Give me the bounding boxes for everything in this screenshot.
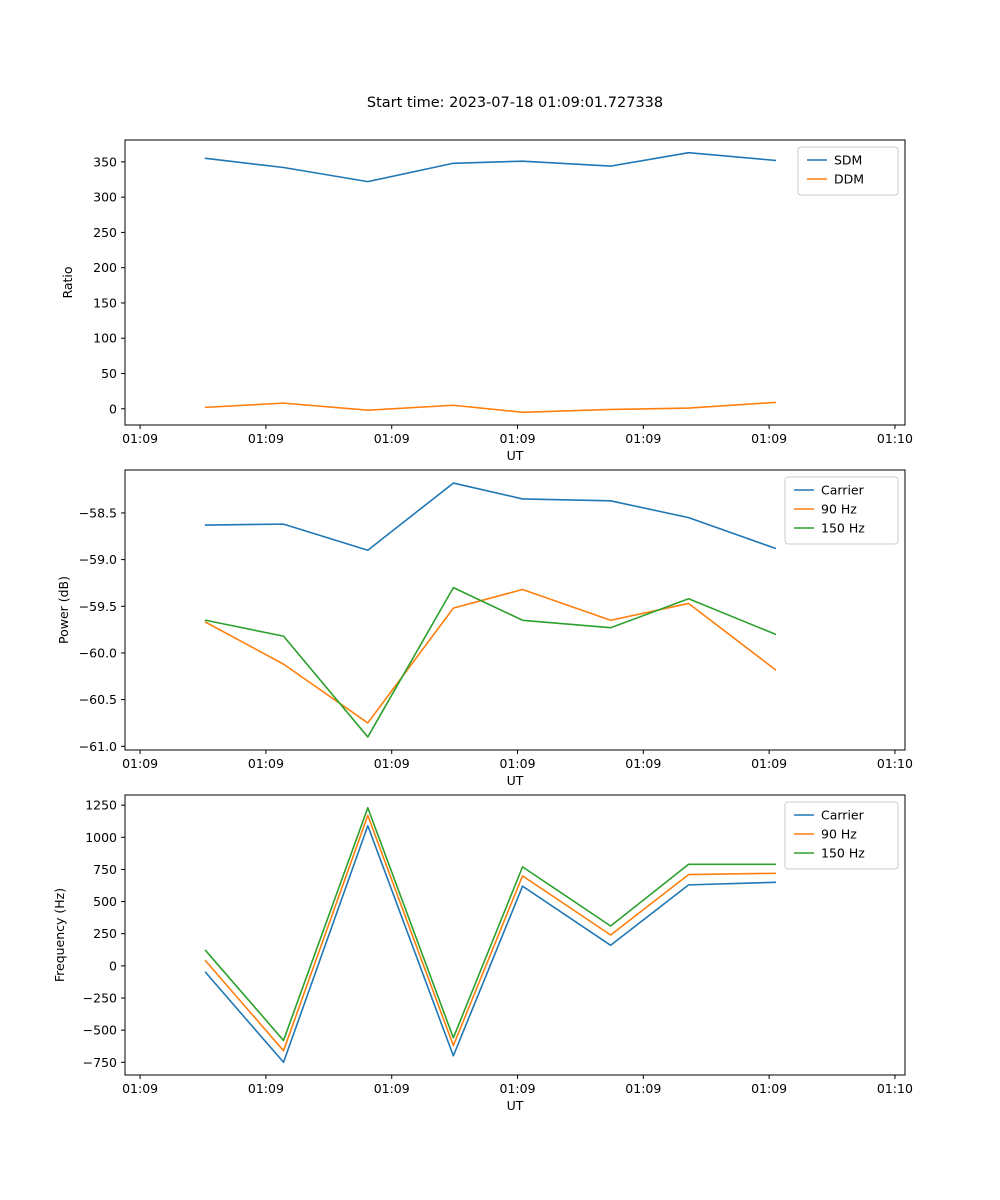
x-tick-label: 01:09	[122, 756, 158, 771]
legend-label: 90 Hz	[821, 827, 857, 842]
x-tick-label: 01:09	[751, 1081, 787, 1096]
power-chart: 01:09 01:09 01:09 01:09 01:09 01:09 01:10 −61.0…	[56, 469, 913, 785]
series-line-carrier	[204, 482, 777, 552]
legend-frame	[797, 146, 899, 196]
y-tick-label: 750	[93, 862, 117, 877]
x-tick-label: 01:09	[500, 1081, 536, 1096]
y-tick-label: −58.5	[79, 505, 117, 520]
y-tick-label: 150	[93, 295, 117, 310]
y-tick-label: −60.5	[79, 692, 117, 707]
y-tick-label: 250	[93, 225, 117, 240]
y-tick-label: −61.0	[79, 739, 117, 754]
x-tick-label: 01:09	[625, 756, 661, 771]
x-tick-label: 01:10	[877, 431, 913, 446]
x-axis-label: UT	[507, 773, 524, 785]
series-line-150-hz	[204, 586, 777, 738]
y-tick-label: 50	[101, 366, 117, 381]
x-tick-label: 01:09	[751, 756, 787, 771]
legend-label: 150 Hz	[821, 521, 865, 536]
x-tick-label: 01:09	[374, 431, 410, 446]
axes-frame	[124, 469, 906, 751]
legend: Carrier 90 Hz 150 Hz	[784, 801, 899, 870]
x-tick-label: 01:10	[877, 756, 913, 771]
x-tick-label: 01:09	[122, 1081, 158, 1096]
y-tick-label: 250	[93, 926, 117, 941]
y-tick-label: −59.0	[79, 552, 117, 567]
legend-label: 90 Hz	[821, 502, 857, 517]
x-tick-label: 01:09	[248, 431, 284, 446]
x-tick-label: 01:09	[625, 1081, 661, 1096]
y-tick-label: 200	[93, 260, 117, 275]
series-line-150-hz	[204, 806, 777, 1042]
y-tick-label: 1000	[85, 830, 117, 845]
x-tick-label: 01:10	[877, 1081, 913, 1096]
legend-label: SDM	[834, 153, 862, 168]
series-line-sdm	[204, 151, 777, 183]
series-line-90-hz	[204, 814, 777, 1052]
x-tick-label: 01:09	[625, 431, 661, 446]
y-tick-label: −60.0	[79, 645, 117, 660]
x-tick-label: 01:09	[374, 1081, 410, 1096]
chart-title: Start time: 2023-07-18 01:09:01.727338	[367, 95, 663, 111]
y-tick-label: −750	[83, 1055, 117, 1070]
y-tick-label: 0	[109, 401, 117, 416]
axes-frame	[124, 139, 906, 426]
axes-frame	[124, 794, 906, 1076]
legend-label: DDM	[834, 172, 864, 187]
legend: SDM DDM	[797, 146, 899, 196]
x-axis-label: UT	[507, 1098, 524, 1113]
y-axis-label: Frequency (Hz)	[52, 888, 67, 982]
legend-label: Carrier	[821, 808, 865, 823]
legend: Carrier 90 Hz 150 Hz	[784, 476, 899, 545]
x-axis-label: UT	[507, 448, 524, 460]
y-tick-label: 350	[93, 154, 117, 169]
ratio-chart: 01:09 01:09 01:09 01:09 01:09 01:09 01:10 0 50 10…	[60, 95, 913, 460]
y-tick-label: −250	[83, 990, 117, 1005]
y-tick-label: 1250	[85, 798, 117, 813]
y-tick-label: −500	[83, 1023, 117, 1038]
y-axis-label: Ratio	[60, 266, 75, 298]
x-tick-label: 01:09	[500, 431, 536, 446]
y-tick-label: 500	[93, 894, 117, 909]
legend-label: 150 Hz	[821, 846, 865, 861]
y-tick-label: 100	[93, 331, 117, 346]
x-tick-label: 01:09	[248, 1081, 284, 1096]
x-tick-label: 01:09	[500, 756, 536, 771]
x-tick-label: 01:09	[122, 431, 158, 446]
x-tick-label: 01:09	[248, 756, 284, 771]
frequency-chart: 01:09 01:09 01:09 01:09 01:09 01:09 01:10 −750 −…	[52, 794, 913, 1113]
x-tick-label: 01:09	[374, 756, 410, 771]
y-tick-label: 0	[109, 958, 117, 973]
series-line-90-hz	[204, 588, 777, 724]
series-line-ddm	[204, 401, 777, 414]
legend-label: Carrier	[821, 483, 865, 498]
y-tick-label: −59.5	[79, 599, 117, 614]
series-line-carrier	[204, 824, 777, 1064]
x-tick-label: 01:09	[751, 431, 787, 446]
y-tick-label: 300	[93, 190, 117, 205]
y-axis-label: Power (dB)	[56, 576, 71, 644]
